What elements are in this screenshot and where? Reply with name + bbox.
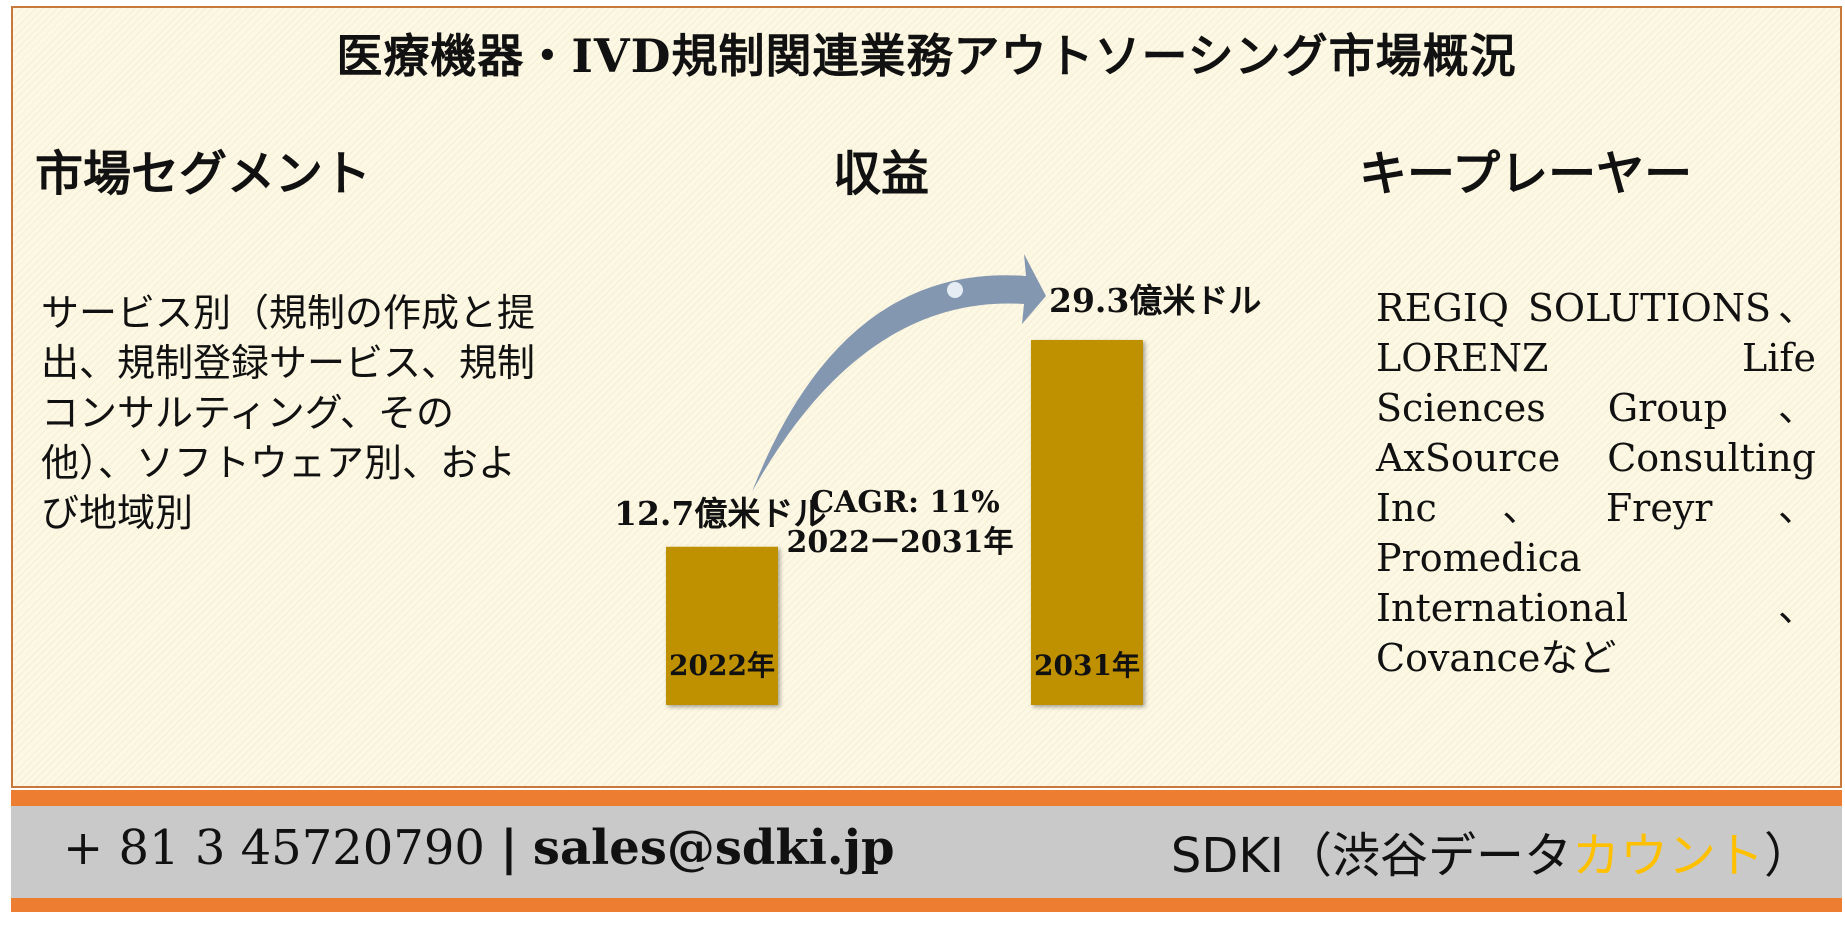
- cagr-label: CAGR: 11%: [810, 485, 999, 520]
- growth-arrow: [752, 254, 1046, 492]
- email-address: sales@sdki.jp: [532, 820, 895, 876]
- bar-category-label-0: 2022年: [669, 649, 775, 682]
- brand-highlight: カウント: [1571, 828, 1764, 884]
- brand-suffix: ）: [1763, 828, 1812, 884]
- contact-separator: |: [500, 820, 518, 876]
- brand-prefix: SDKI（渋谷データ: [1170, 828, 1572, 884]
- phone-number: + 81 3 45720790: [63, 820, 485, 876]
- contact-footer: + 81 3 45720790 | sales@sdki.jp SDKI（渋谷デ…: [11, 806, 1842, 898]
- page-title: 医療機器・IVD規制関連業務アウトソーシング市場概況: [336, 29, 1517, 83]
- revenue-chart: 2022年 2031年 12.7億米ドル 29.3億米ドル CAGR: 11% 2022ー…: [614, 254, 1261, 705]
- key-players-list: REGIQ SOLUTIONS、LORENZ Life Sciences Gro…: [1376, 286, 1816, 680]
- segments-heading: 市場セグメント: [35, 146, 372, 202]
- contact-info: + 81 3 45720790 | sales@sdki.jp: [63, 820, 895, 876]
- segments-description: サービス別（規制の作成と提出、規制登録サービス、規制コンサルティング、その他）、…: [41, 291, 536, 535]
- footer-accent-bottom: [11, 898, 1842, 912]
- arrow-dot: [947, 282, 963, 298]
- infographic-panel: 医療機器・IVD規制関連業務アウトソーシング市場概況 市場セグメント 収益 キー…: [11, 6, 1842, 788]
- value-label-1: 29.3億米ドル: [1049, 281, 1261, 320]
- bar-1: [1031, 340, 1143, 705]
- bar-category-label-1: 2031年: [1034, 649, 1140, 682]
- revenue-heading: 収益: [833, 146, 930, 202]
- bar-0: [666, 546, 778, 705]
- brand-name: SDKI（渋谷データカウント）: [1171, 816, 1812, 886]
- footer-accent-top: [11, 790, 1842, 806]
- players-heading: キープレーヤー: [1359, 146, 1693, 202]
- cagr-period: 2022ー2031年: [787, 525, 1014, 560]
- value-label-0: 12.7億米ドル: [614, 494, 826, 533]
